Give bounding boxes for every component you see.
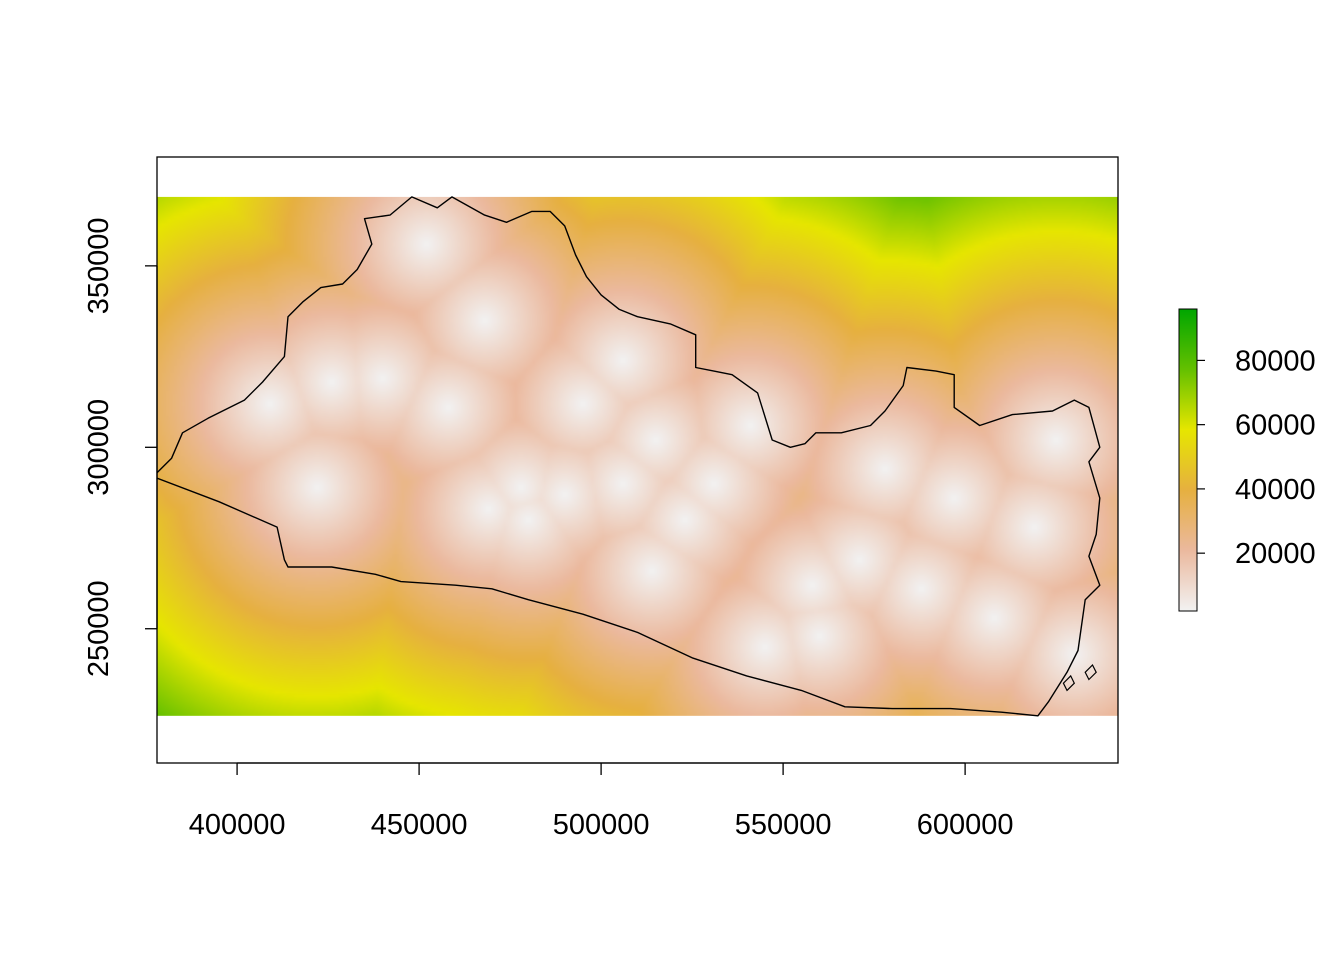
x-axis: 400000 450000 500000 550000 600000 xyxy=(189,762,1014,841)
x-tick-label: 550000 xyxy=(735,809,832,841)
legend-tick-label: 20000 xyxy=(1235,538,1316,570)
island-outline xyxy=(1084,663,1097,681)
legend-tick-label: 40000 xyxy=(1235,474,1316,506)
island-outline xyxy=(1062,674,1076,692)
x-tick-label: 400000 xyxy=(189,809,286,841)
raster-layer xyxy=(157,196,1118,716)
legend-color-bar xyxy=(1178,308,1198,612)
y-tick-label: 350000 xyxy=(83,217,115,314)
x-tick-label: 500000 xyxy=(553,809,650,841)
y-tick-label: 300000 xyxy=(83,399,115,496)
color-legend: 20000 40000 60000 80000 xyxy=(1178,308,1316,612)
y-axis: 250000 300000 350000 xyxy=(83,217,158,677)
country-boundary-layer xyxy=(157,196,1101,717)
legend-tick-label: 60000 xyxy=(1235,410,1316,442)
country-boundary-line xyxy=(157,196,1101,717)
legend-tick-label: 80000 xyxy=(1235,345,1316,377)
x-tick-label: 600000 xyxy=(917,809,1014,841)
x-tick-label: 450000 xyxy=(371,809,468,841)
distance-raster-image xyxy=(157,196,1118,716)
y-tick-label: 250000 xyxy=(83,580,115,677)
legend-ticks: 20000 40000 60000 80000 xyxy=(1197,345,1316,570)
